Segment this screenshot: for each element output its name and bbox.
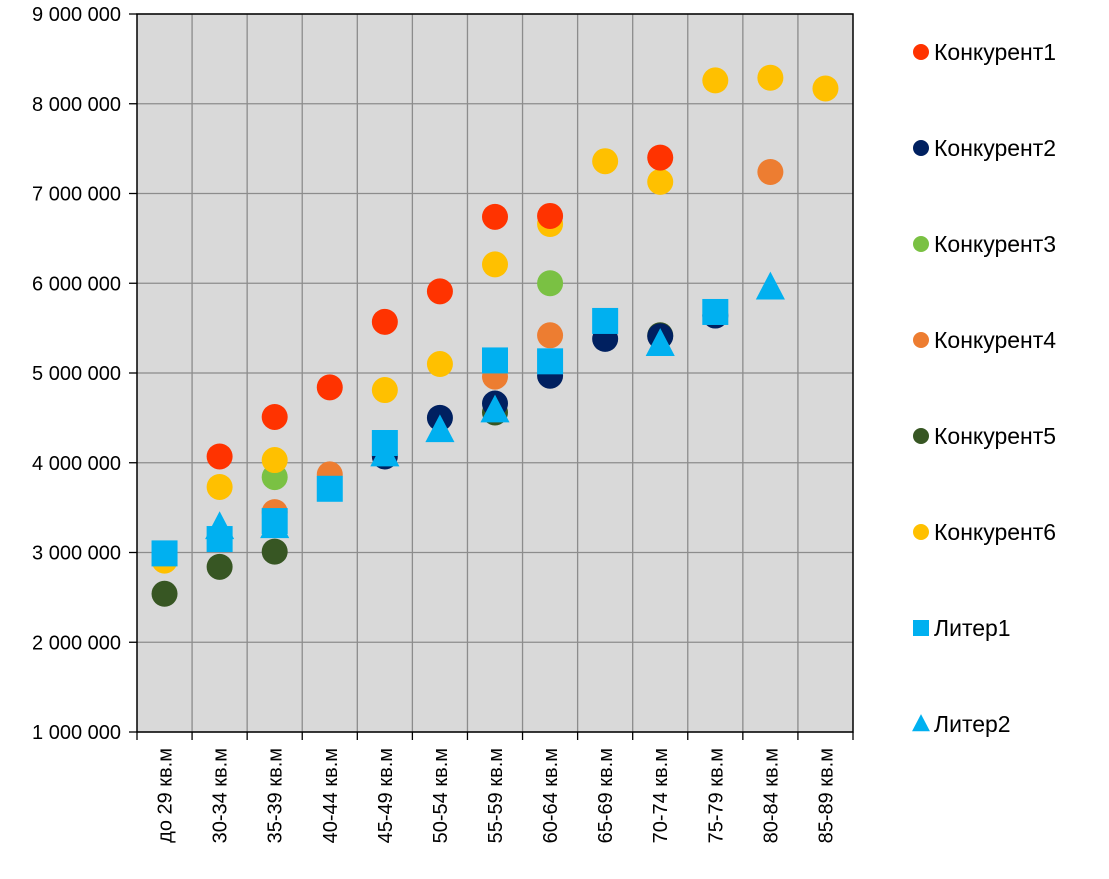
point-конкурент6 [647,168,674,195]
x-tick-label: 45-49 кв.м [375,748,397,843]
point-конкурент5 [151,580,178,607]
point-литер2 [645,328,675,356]
y-tick-label: 7 000 000 [32,184,121,206]
point-конкурент5 [206,553,233,580]
point-литер1 [316,475,343,502]
legend-label: Конкурент2 [934,135,1056,161]
x-tick-label: 60-64 кв.м [540,748,562,843]
legend-marker [913,332,929,348]
point-конкурент6 [592,148,619,175]
point-конкурент5 [261,538,288,565]
x-tick-label: 40-44 кв.м [320,748,342,843]
legend-label: Конкурент4 [934,327,1056,353]
point-конкурент6 [482,251,508,278]
point-конкурент4 [757,158,784,185]
point-литер2 [755,271,785,300]
point-конкурент1 [371,308,398,335]
point-конкурент6 [757,64,784,91]
point-литер2 [425,414,455,443]
y-tick-label: 3 000 000 [32,543,121,565]
legend-marker [913,524,929,540]
y-tick-label: 2 000 000 [32,632,121,654]
point-литер1 [702,298,729,325]
point-конкурент1 [647,144,674,171]
legend-label: Конкурент5 [934,423,1056,449]
legend-marker [913,44,929,60]
point-литер2 [480,394,510,423]
y-tick-label: 9 000 000 [32,4,121,26]
plot-border [136,13,854,733]
point-конкурент6 [812,75,839,102]
point-конкурент6 [261,447,288,474]
point-конкурент1 [206,443,233,470]
y-tick-label: 8 000 000 [32,94,121,116]
legend-label: Конкурент3 [934,231,1056,257]
point-конкурент6 [371,377,398,404]
point-конкурент4 [537,322,564,349]
legend-marker [913,236,929,252]
legend-marker [912,714,930,732]
x-tick-label: 50-54 кв.м [430,748,452,843]
point-конкурент6 [702,67,729,94]
legend-marker [913,620,929,636]
x-tick-label: 35-39 кв.м [265,748,287,843]
x-tick-label: 65-69 кв.м [595,748,617,843]
axes: 1 000 000 2 000 000 3 000 000 4 000 000 5 00… [32,4,854,843]
point-конкурент1 [316,374,343,401]
point-конкурент1 [482,203,508,230]
point-литер2 [205,511,235,540]
y-tick-label: 6 000 000 [32,273,121,295]
legend-label: Литер1 [934,615,1011,641]
legend-label: Литер2 [934,711,1011,737]
legend-marker [913,428,929,444]
x-tick-label: 80-84 кв.м [760,748,782,843]
x-tick-label: 70-74 кв.м [650,748,672,843]
point-конкурент1 [426,278,453,305]
point-конкурент1 [537,202,564,229]
legend: Конкурент1 Конкурент2 Конкурент3 Конкурент4… [912,39,1056,737]
y-tick-label: 1 000 000 [32,722,121,744]
point-литер2 [260,510,290,539]
x-tick-label: 75-79 кв.м [705,748,727,843]
legend-marker [913,140,929,156]
point-конкурент6 [426,351,453,378]
point-литер1 [151,540,178,567]
point-литер1 [592,307,619,334]
x-tick-label: 55-59 кв.м [485,748,507,843]
point-литер2 [370,438,400,467]
y-tick-label: 4 000 000 [32,453,121,475]
x-tick-label: до 29 кв.м [155,748,177,843]
x-tick-label: 85-89 кв.м [815,748,837,843]
y-tick-label: 5 000 000 [32,363,121,385]
x-tick-label: 30-34 кв.м [210,748,232,843]
point-конкурент1 [261,403,288,430]
legend-label: Конкурент6 [934,519,1056,545]
point-конкурент3 [537,270,564,297]
point-литер1 [482,347,508,374]
point-конкурент6 [206,473,233,500]
point-литер1 [537,348,564,375]
legend-label: Конкурент1 [934,39,1056,65]
data-points [151,64,839,607]
